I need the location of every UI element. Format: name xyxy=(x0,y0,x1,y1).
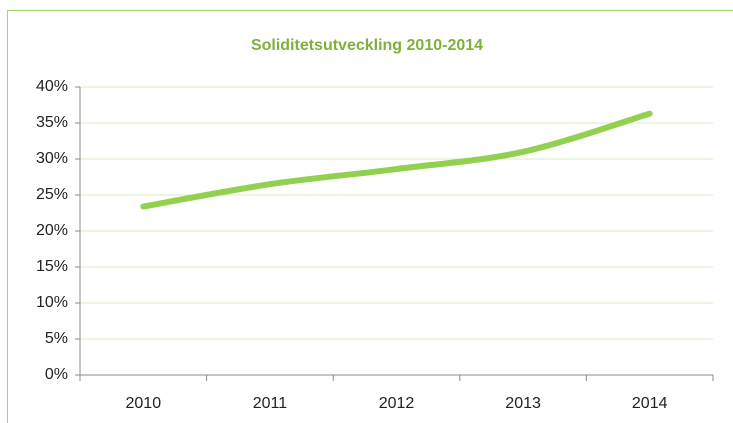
chart-title: Soliditetsutveckling 2010-2014 xyxy=(251,37,483,54)
x-tick-label: 2013 xyxy=(505,395,541,412)
y-tick-label: 25% xyxy=(36,186,68,203)
chart-border xyxy=(7,10,733,423)
y-tick-label: 30% xyxy=(36,150,68,167)
y-tick-label: 10% xyxy=(36,294,68,311)
y-tick-label: 20% xyxy=(36,222,68,239)
y-tick-label: 15% xyxy=(36,258,68,275)
x-tick-label: 2014 xyxy=(632,395,668,412)
y-tick-label: 40% xyxy=(36,78,68,95)
data-line xyxy=(140,110,653,210)
x-tick-label: 2011 xyxy=(253,395,288,412)
y-tick-label: 5% xyxy=(45,330,68,347)
y-tick-label: 35% xyxy=(36,114,68,131)
x-tick-label: 2012 xyxy=(379,395,415,412)
x-tick-label: 2010 xyxy=(126,395,162,412)
y-tick-label: 0% xyxy=(45,366,68,383)
